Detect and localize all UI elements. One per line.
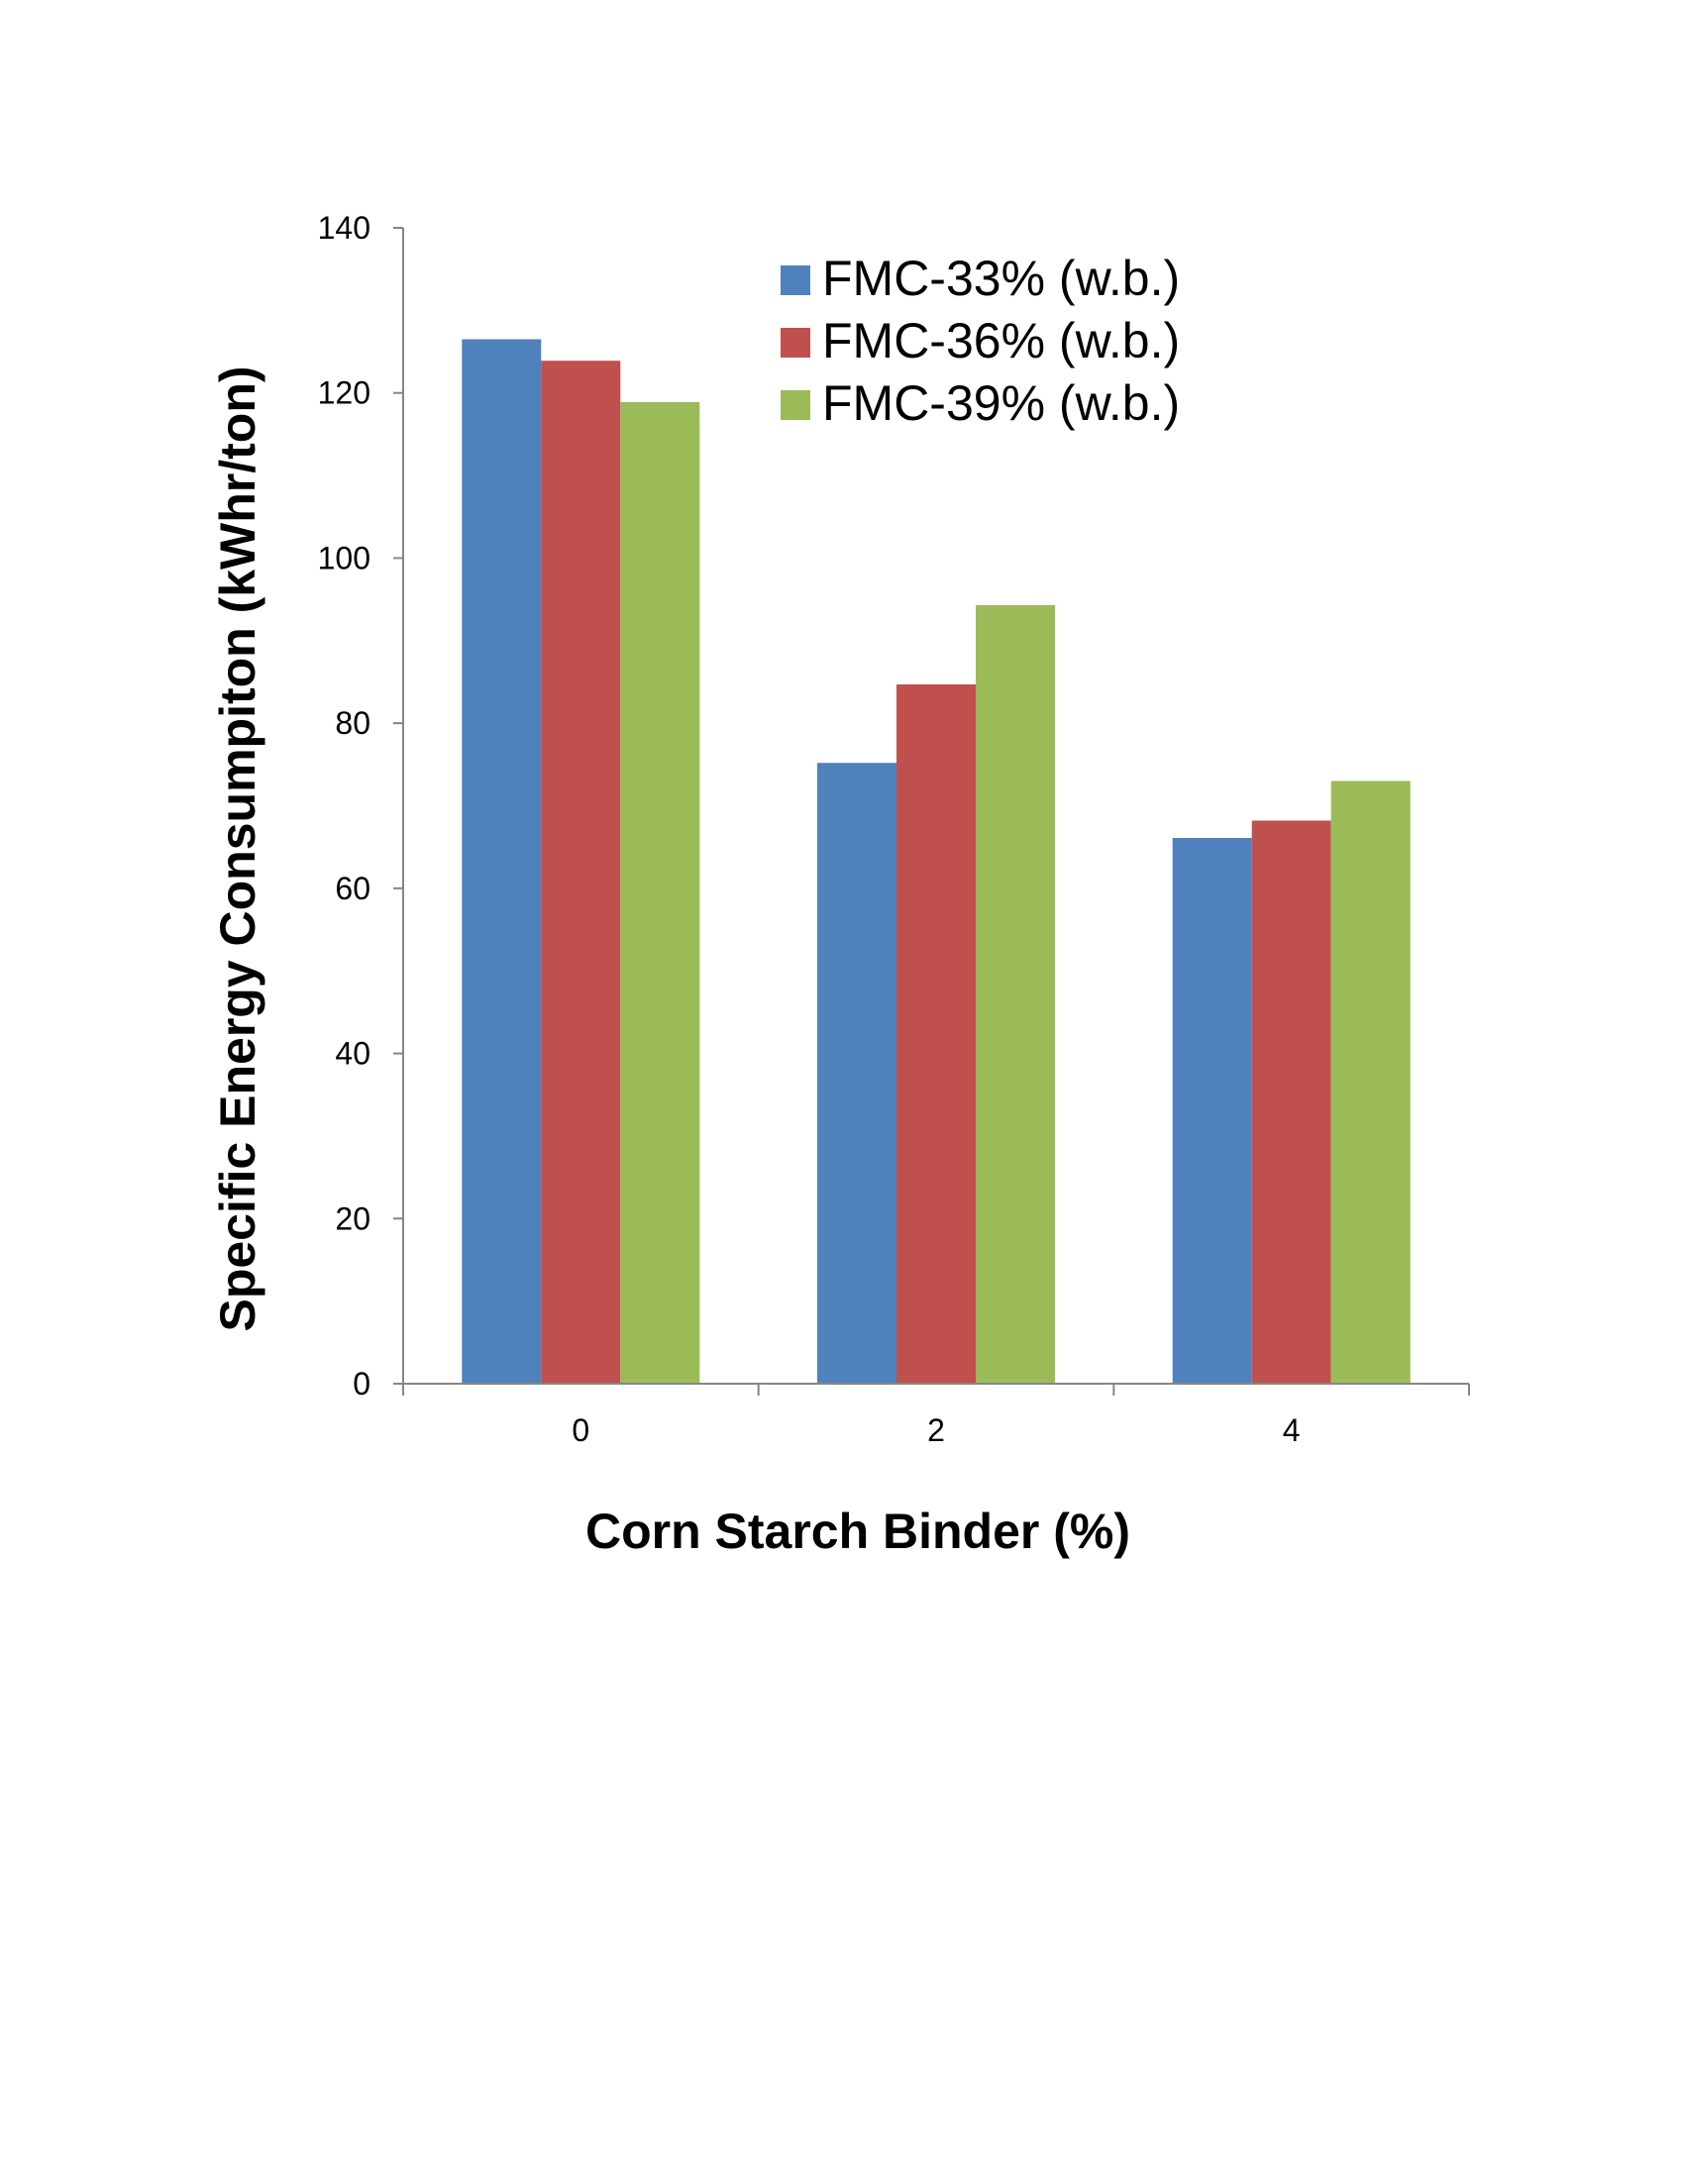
- y-axis-title: Specific Energy Consumpiton (kWhr/ton): [210, 365, 265, 1331]
- legend-label-1: FMC-33% (w.b.): [822, 251, 1180, 306]
- axes: 0 20 40 60 80 100 120 140 0 2 4: [318, 210, 1470, 1448]
- plot-area: [462, 339, 1411, 1385]
- y-tick-label: 40: [335, 1036, 370, 1072]
- bar-series-2-cat-0: [541, 361, 621, 1385]
- legend-label-2: FMC-36% (w.b.): [822, 313, 1180, 368]
- bar-series-2-cat-2: [896, 684, 976, 1384]
- bar-series-2-cat-4: [1251, 820, 1331, 1384]
- legend-swatch-2: [781, 328, 810, 358]
- bar-series-3-cat-4: [1330, 780, 1411, 1384]
- y-tick-label: 100: [318, 540, 370, 575]
- y-tick-label: 60: [335, 871, 370, 906]
- bar-series-3-cat-0: [620, 401, 700, 1384]
- bar-series-3-cat-2: [976, 604, 1055, 1384]
- x-axis-title: Corn Starch Binder (%): [585, 1504, 1130, 1559]
- x-tick-label: 2: [927, 1412, 945, 1448]
- x-tick-label: 4: [1283, 1412, 1301, 1448]
- legend: FMC-33% (w.b.) FMC-36% (w.b.) FMC-39% (w.b…: [781, 251, 1180, 431]
- legend-swatch-3: [781, 390, 810, 420]
- y-tick-label: 0: [353, 1366, 370, 1402]
- bar-series-1-cat-0: [462, 339, 542, 1384]
- y-tick-label: 80: [335, 705, 370, 741]
- legend-swatch-1: [781, 265, 810, 295]
- y-tick-label: 140: [318, 210, 370, 246]
- y-tick-label: 20: [335, 1200, 370, 1236]
- bar-series-1-cat-4: [1172, 838, 1252, 1384]
- y-tick-label: 120: [318, 375, 370, 411]
- bar-series-1-cat-2: [817, 763, 896, 1384]
- legend-label-3: FMC-39% (w.b.): [822, 375, 1180, 431]
- x-tick-label: 0: [572, 1412, 589, 1448]
